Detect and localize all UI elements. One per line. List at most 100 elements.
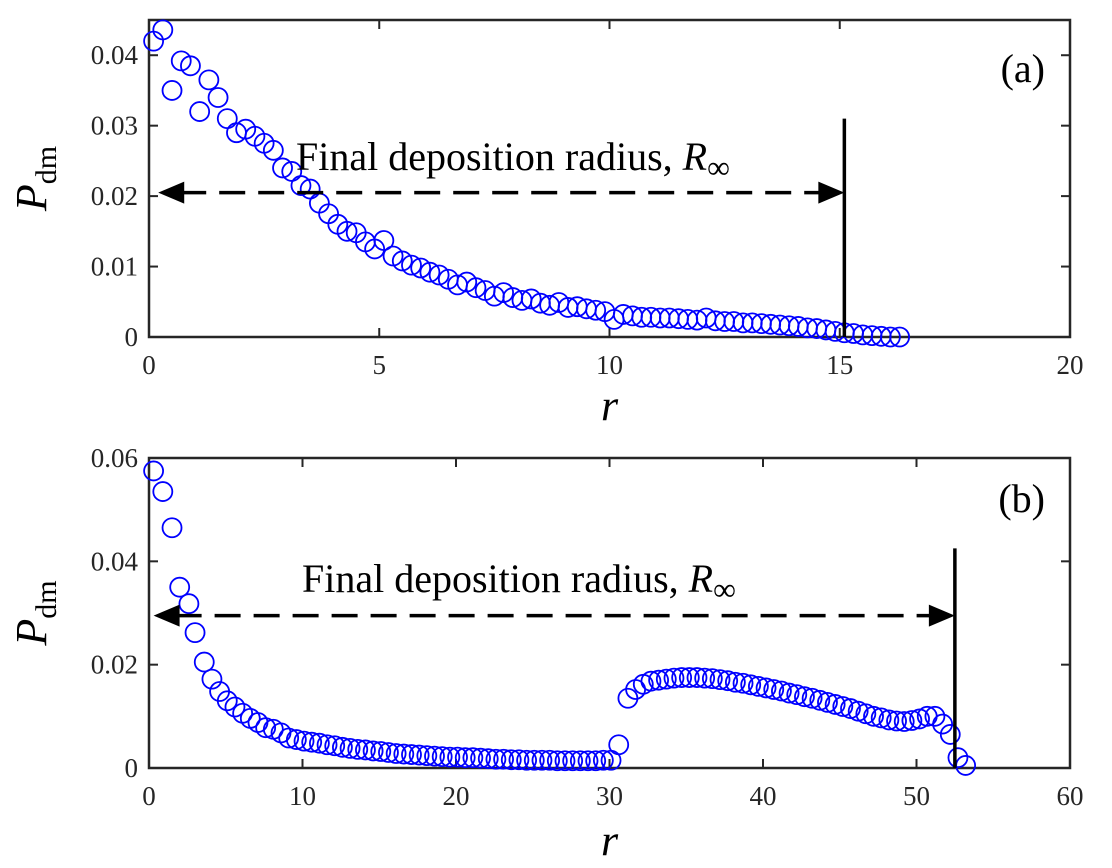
data-point bbox=[293, 730, 315, 752]
data-point bbox=[324, 735, 346, 757]
data-point bbox=[447, 746, 468, 768]
data-point bbox=[385, 743, 407, 764]
y-tick-label: 0.04 bbox=[91, 40, 139, 70]
data-point bbox=[201, 668, 223, 690]
annotation-symbol: R bbox=[688, 556, 713, 601]
data-point bbox=[262, 139, 284, 161]
data-point bbox=[285, 729, 307, 750]
arrowhead-left bbox=[153, 604, 180, 627]
data-point bbox=[924, 705, 946, 727]
data-point bbox=[878, 709, 900, 731]
data-point bbox=[724, 671, 746, 693]
data-point bbox=[143, 460, 165, 482]
y-axis-title-subscript: dm bbox=[30, 580, 63, 618]
x-tick-label: 0 bbox=[142, 781, 156, 811]
data-point bbox=[477, 748, 499, 770]
data-point bbox=[809, 689, 831, 711]
data-point bbox=[717, 670, 739, 692]
arrowhead-left bbox=[158, 181, 185, 204]
annotation-text: Final deposition radius, R∞ bbox=[302, 556, 736, 607]
data-point bbox=[184, 622, 206, 644]
data-point bbox=[592, 749, 614, 771]
data-point bbox=[562, 750, 584, 772]
annotation-label: Final deposition radius, bbox=[302, 556, 689, 601]
data-point bbox=[339, 737, 361, 759]
data-point bbox=[401, 254, 422, 276]
y-tick-label: 0.01 bbox=[91, 252, 138, 282]
data-point bbox=[686, 667, 708, 688]
data-point bbox=[801, 687, 823, 709]
data-point bbox=[180, 55, 201, 77]
data-point bbox=[308, 732, 330, 754]
y-tick-label: 0 bbox=[125, 753, 139, 783]
data-point bbox=[880, 326, 901, 348]
data-point bbox=[370, 741, 392, 762]
y-tick-label: 0 bbox=[125, 322, 139, 352]
data-point bbox=[169, 576, 191, 598]
data-point bbox=[508, 749, 530, 771]
data-point bbox=[301, 731, 323, 753]
data-point bbox=[732, 672, 754, 694]
data-point bbox=[886, 710, 907, 732]
data-point bbox=[740, 674, 762, 696]
x-axis-title: r bbox=[601, 816, 619, 865]
x-tick-label: 15 bbox=[826, 350, 853, 380]
data-point bbox=[152, 19, 174, 41]
annotation-text: Final deposition radius, R∞ bbox=[296, 134, 730, 185]
data-point bbox=[694, 667, 716, 689]
data-point bbox=[465, 277, 487, 299]
x-tick-label: 0 bbox=[142, 350, 156, 380]
arrowhead-right bbox=[818, 181, 845, 204]
data-point bbox=[378, 742, 399, 763]
data-point bbox=[410, 257, 432, 279]
data-point bbox=[577, 750, 599, 772]
data-point bbox=[516, 749, 538, 771]
y-tick-label: 0.06 bbox=[91, 443, 138, 473]
data-point bbox=[161, 80, 183, 101]
panel-label: (b) bbox=[998, 476, 1045, 521]
data-point bbox=[439, 746, 461, 768]
x-tick-label: 30 bbox=[596, 781, 623, 811]
data-point bbox=[585, 299, 607, 321]
y-axis-title-symbol: P bbox=[7, 184, 56, 212]
annotation-label: Final deposition radius, bbox=[296, 134, 683, 179]
data-point bbox=[523, 749, 545, 771]
data-point bbox=[786, 684, 808, 706]
data-point bbox=[316, 734, 338, 756]
series-markers bbox=[143, 460, 977, 776]
data-point bbox=[870, 707, 892, 729]
data-point bbox=[554, 750, 576, 772]
data-point bbox=[278, 727, 300, 749]
y-axis-title-symbol: P bbox=[7, 619, 56, 647]
data-point bbox=[255, 717, 277, 739]
x-tick-label: 20 bbox=[443, 781, 470, 811]
data-point bbox=[393, 743, 415, 765]
data-point bbox=[373, 230, 395, 251]
data-point bbox=[362, 740, 384, 762]
data-point bbox=[539, 749, 561, 771]
x-tick-label: 40 bbox=[750, 781, 777, 811]
data-point bbox=[347, 739, 369, 760]
arrowhead-right bbox=[928, 604, 955, 627]
annotation-subscript: ∞ bbox=[713, 571, 736, 607]
x-axis-title: r bbox=[601, 381, 619, 430]
series-markers bbox=[143, 19, 911, 348]
y-tick-label: 0.04 bbox=[91, 546, 139, 576]
data-point bbox=[178, 593, 200, 615]
data-point bbox=[663, 667, 685, 689]
data-point bbox=[500, 749, 522, 771]
data-point bbox=[763, 679, 785, 700]
x-tick-label: 50 bbox=[903, 781, 930, 811]
y-tick-label: 0.03 bbox=[91, 111, 138, 141]
data-point bbox=[355, 739, 376, 761]
data-point bbox=[216, 690, 238, 712]
data-point bbox=[755, 677, 777, 699]
data-point bbox=[198, 69, 220, 91]
data-point bbox=[640, 670, 662, 692]
data-point bbox=[648, 669, 670, 691]
data-point bbox=[189, 101, 211, 122]
y-axis-title-subscript: dm bbox=[30, 146, 63, 184]
data-point bbox=[709, 669, 731, 691]
data-point bbox=[401, 744, 422, 765]
data-point bbox=[939, 724, 961, 745]
